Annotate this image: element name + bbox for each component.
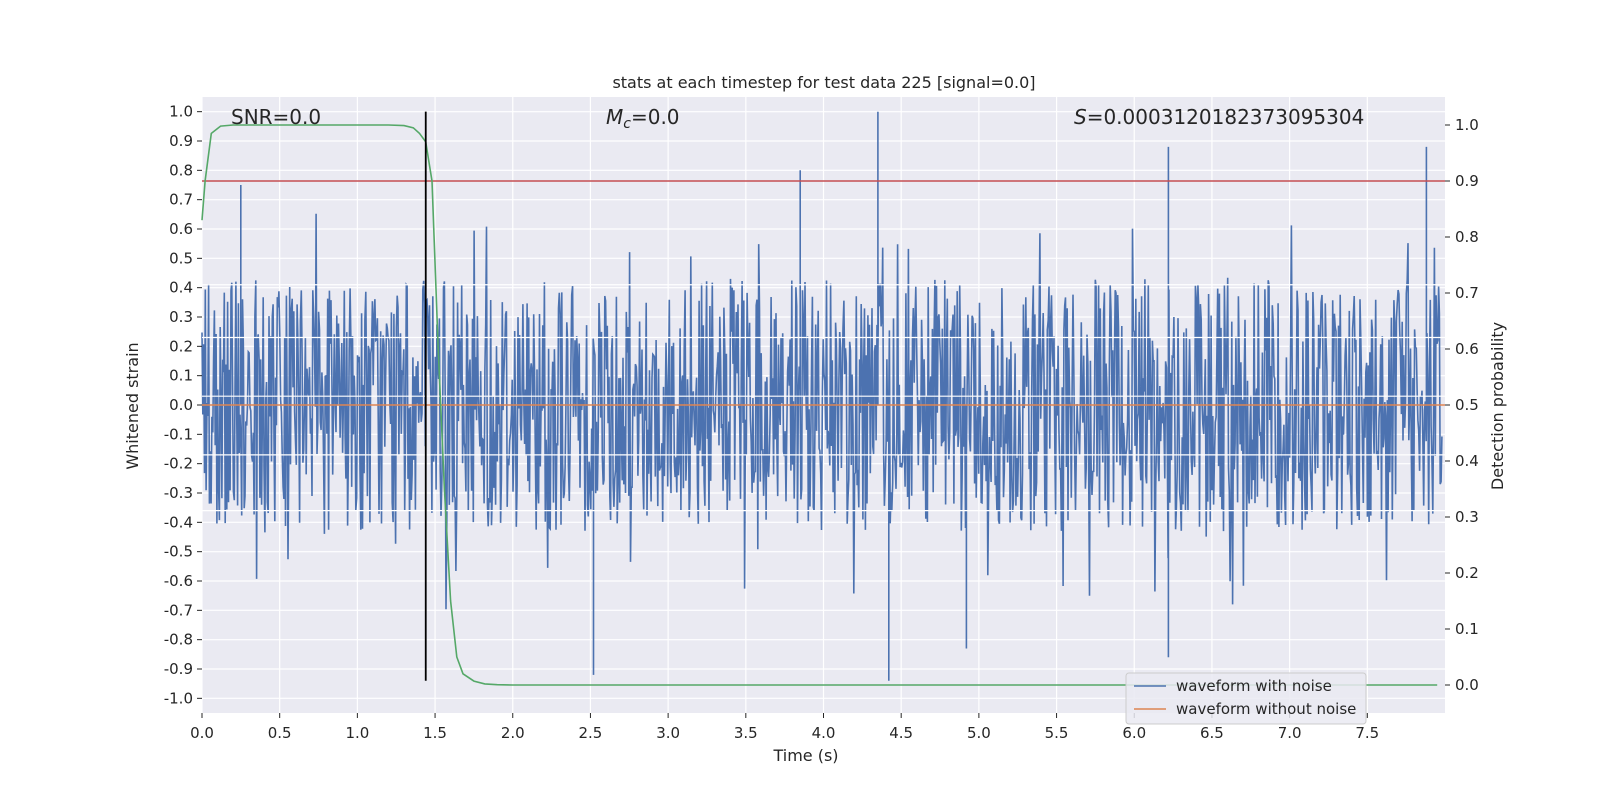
y-axis-label: Whitened strain bbox=[123, 342, 142, 469]
y-tick-label: 0.3 bbox=[169, 308, 193, 326]
x-tick-label: 3.5 bbox=[734, 724, 758, 742]
y-tick-label: -0.3 bbox=[164, 484, 193, 502]
x-tick-label: 3.0 bbox=[656, 724, 680, 742]
x-tick-label: 0.5 bbox=[268, 724, 292, 742]
x-tick-label: 5.5 bbox=[1045, 724, 1069, 742]
y-tick-label: -0.9 bbox=[164, 660, 193, 678]
x-tick-label: 6.5 bbox=[1200, 724, 1224, 742]
x-tick-label: 0.0 bbox=[190, 724, 214, 742]
y-axis-ticks: 1.0 0.9 0.8 0.7 0.6 0.5 0.4 0.3 0.2 0.1 0.0 -0.1 -0.… bbox=[164, 103, 202, 707]
y-tick-label: 0.0 bbox=[169, 396, 193, 414]
y-tick-label: 1.0 bbox=[169, 103, 193, 121]
x-tick-label: 7.0 bbox=[1278, 724, 1302, 742]
y-tick-label: -0.2 bbox=[164, 455, 193, 473]
mc-subscript: c bbox=[623, 116, 631, 132]
y-tick-label: -1.0 bbox=[164, 689, 193, 707]
y2-tick-label: 0.3 bbox=[1455, 508, 1479, 526]
y2-tick-label: 0.8 bbox=[1455, 228, 1479, 246]
mc-symbol: M bbox=[606, 105, 623, 129]
x-tick-label: 6.0 bbox=[1122, 724, 1146, 742]
x-tick-label: 4.0 bbox=[812, 724, 836, 742]
chirp-mass-annotation: Mc=0.0 bbox=[606, 105, 680, 132]
x-tick-label: 5.0 bbox=[967, 724, 991, 742]
y-tick-label: 0.1 bbox=[169, 367, 193, 385]
x-tick-label: 7.5 bbox=[1355, 724, 1379, 742]
mc-value: =0.0 bbox=[631, 105, 680, 129]
y2-tick-label: 0.5 bbox=[1455, 396, 1479, 414]
y-tick-label: -0.7 bbox=[164, 601, 193, 619]
y2-tick-label: 0.1 bbox=[1455, 620, 1479, 638]
y2-tick-label: 1.0 bbox=[1455, 116, 1479, 134]
y-tick-label: 0.7 bbox=[169, 191, 193, 209]
x-tick-label: 1.5 bbox=[423, 724, 447, 742]
y-tick-label: -0.5 bbox=[164, 543, 193, 561]
statistic-annotation: S=0.0003120182373095304 bbox=[1074, 105, 1364, 129]
y-tick-label: 0.6 bbox=[169, 220, 193, 238]
x-tick-label: 4.5 bbox=[889, 724, 913, 742]
series-waveform-with-noise bbox=[201, 111, 1443, 681]
y2-tick-label: 0.2 bbox=[1455, 564, 1479, 582]
y-tick-label: 0.2 bbox=[169, 337, 193, 355]
legend-box bbox=[1125, 672, 1367, 725]
y2-axis-ticks: 1.0 0.9 0.8 0.7 0.6 0.5 0.4 0.3 0.2 0.1 0.0 bbox=[1445, 116, 1479, 694]
plot-area bbox=[201, 111, 1445, 686]
snr-annotation: SNR=0.0 bbox=[231, 105, 321, 129]
y-tick-label: -0.4 bbox=[164, 513, 193, 531]
y-tick-label: -0.6 bbox=[164, 572, 193, 590]
y2-tick-label: 0.7 bbox=[1455, 284, 1479, 302]
series-detection-probability bbox=[201, 124, 1438, 686]
y-tick-label: -0.1 bbox=[164, 425, 193, 443]
s-value: =0.0003120182373095304 bbox=[1087, 105, 1365, 129]
x-tick-label: 2.0 bbox=[501, 724, 525, 742]
x-tick-label: 2.5 bbox=[579, 724, 603, 742]
x-axis-ticks: 0.0 0.5 1.0 1.5 2.0 2.5 3.0 3.5 4.0 4.5 5.0 5.5 6.0 6… bbox=[190, 713, 1379, 742]
y-tick-label: 0.4 bbox=[169, 279, 193, 297]
y2-tick-label: 0.0 bbox=[1455, 676, 1479, 694]
chart-title: stats at each timestep for test data 225… bbox=[612, 73, 1035, 92]
y-tick-label: 0.8 bbox=[169, 161, 193, 179]
x-tick-label: 1.0 bbox=[345, 724, 369, 742]
s-symbol: S bbox=[1074, 105, 1087, 129]
legend-label-waveform-with-noise: waveform with noise bbox=[1176, 677, 1332, 695]
legend: waveform with noise waveform without noi… bbox=[1125, 672, 1367, 725]
y2-axis-label: Detection probability bbox=[1488, 322, 1507, 490]
x-axis-label: Time (s) bbox=[772, 746, 838, 765]
y-tick-label: -0.8 bbox=[164, 631, 193, 649]
legend-label-waveform-without-noise: waveform without noise bbox=[1176, 700, 1356, 718]
y2-tick-label: 0.4 bbox=[1455, 452, 1479, 470]
y2-tick-label: 0.6 bbox=[1455, 340, 1479, 358]
y-tick-label: 0.9 bbox=[169, 132, 193, 150]
y-tick-label: 0.5 bbox=[169, 249, 193, 267]
y2-tick-label: 0.9 bbox=[1455, 172, 1479, 190]
